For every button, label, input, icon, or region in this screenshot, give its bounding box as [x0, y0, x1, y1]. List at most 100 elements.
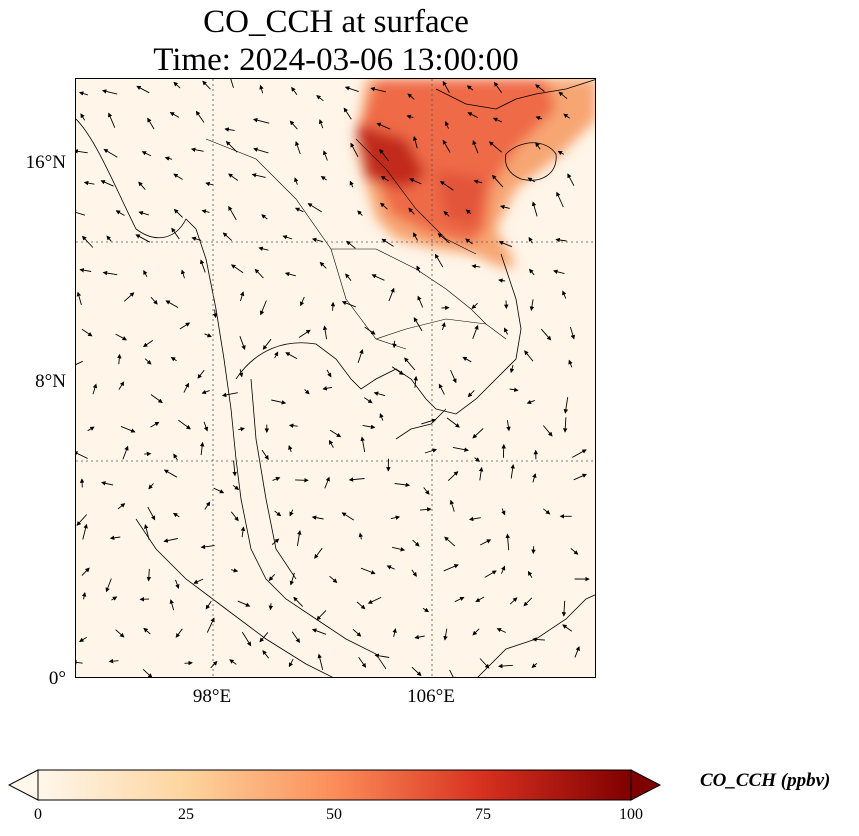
- wind-arrow: [212, 309, 218, 319]
- wind-arrow: [441, 322, 446, 331]
- wind-arrow: [170, 357, 177, 362]
- wind-arrow: [488, 141, 502, 153]
- wind-arrow: [352, 628, 362, 637]
- colorbar-tick-50: 50: [326, 806, 342, 823]
- wind-arrow: [471, 302, 478, 310]
- wind-arrow: [420, 507, 432, 512]
- wind-arrow: [444, 536, 456, 547]
- wind-arrow: [446, 417, 460, 428]
- wind-arrow: [529, 299, 535, 311]
- wind-arrow: [500, 204, 510, 210]
- wind-arrow: [144, 524, 150, 540]
- wind-arrow: [381, 238, 394, 247]
- wind-arrow: [115, 629, 125, 638]
- wind-arrow: [201, 209, 210, 214]
- wind-arrow: [118, 381, 125, 390]
- wind-arrow: [474, 457, 481, 462]
- wind-arrow: [404, 357, 416, 371]
- co-plume: [356, 79, 595, 269]
- colorbar-extend-high: [630, 769, 662, 801]
- wind-arrow: [467, 390, 475, 398]
- wind-arrow: [406, 114, 414, 120]
- wind-arrow: [259, 632, 269, 643]
- wind-arrow: [412, 136, 418, 149]
- colorbar: [8, 769, 662, 801]
- wind-arrow: [542, 425, 553, 437]
- wind-arrow: [298, 329, 311, 338]
- wind-arrow: [370, 86, 387, 93]
- wind-arrow: [341, 300, 356, 308]
- wind-arrow: [484, 570, 497, 578]
- wind-arrow: [562, 290, 567, 299]
- wind-arrow: [146, 568, 152, 582]
- wind-arrow: [197, 369, 205, 379]
- wind-arrow: [222, 232, 233, 241]
- wind-arrow: [142, 340, 154, 348]
- wind-arrow: [317, 653, 324, 671]
- wind-arrow: [142, 668, 153, 677]
- wind-arrow: [136, 85, 150, 94]
- wind-arrow: [294, 177, 299, 185]
- wind-arrow: [173, 208, 183, 218]
- wind-arrow: [411, 666, 422, 677]
- wind-arrow: [417, 295, 424, 308]
- wind-arrow: [80, 113, 86, 121]
- wind-arrow: [561, 600, 567, 617]
- wind-arrow: [394, 482, 411, 488]
- wind-arrow: [498, 240, 513, 248]
- wind-arrow: [471, 264, 481, 269]
- wind-arrow: [239, 336, 246, 351]
- wind-arrow: [523, 597, 533, 607]
- wind-arrow: [563, 397, 569, 414]
- wind-arrow: [562, 417, 568, 433]
- wind-arrow: [135, 234, 151, 243]
- wind-arrow: [479, 539, 492, 546]
- wind-arrow: [509, 387, 519, 392]
- wind-arrow: [509, 364, 515, 374]
- wind-arrow: [82, 523, 88, 540]
- wind-arrow: [555, 237, 567, 243]
- wind-arrow: [258, 246, 269, 251]
- wind-arrow: [510, 464, 515, 479]
- wind-arrow: [409, 178, 422, 185]
- wind-arrow: [391, 366, 404, 375]
- colorbar-extend-low: [8, 769, 39, 801]
- wind-arrow: [411, 569, 417, 577]
- wind-arrow: [205, 601, 212, 610]
- wind-arrow: [230, 511, 239, 522]
- lon-label-106e: 106°E: [407, 686, 455, 707]
- wind-arrow: [535, 84, 545, 92]
- wind-arrow: [289, 120, 298, 130]
- wind-arrow: [472, 140, 479, 154]
- lon-label-98e: 98°E: [192, 686, 232, 707]
- wind-arrow: [341, 512, 355, 521]
- wind-arrow: [288, 445, 293, 452]
- wind-arrow: [230, 568, 239, 573]
- wind-arrow: [509, 597, 518, 605]
- gridlines: [76, 79, 595, 677]
- wind-arrow: [115, 210, 125, 216]
- wind-arrow: [454, 596, 465, 603]
- wind-arrow: [496, 628, 506, 633]
- wind-arrow: [504, 327, 509, 335]
- wind-arrow: [421, 418, 437, 425]
- wind-arrow: [360, 567, 376, 575]
- coastlines: [76, 79, 595, 677]
- wind-arrow: [314, 547, 323, 559]
- wind-arrow: [163, 538, 178, 543]
- wind-arrow: [268, 603, 274, 611]
- wind-arrow: [557, 150, 565, 156]
- wind-arrow: [437, 233, 450, 244]
- wind-arrow: [183, 382, 189, 393]
- wind-arrow: [191, 236, 202, 241]
- wind-arrow: [175, 628, 183, 638]
- wind-arrow: [81, 567, 90, 576]
- wind-arrow: [117, 353, 122, 365]
- wind-arrow: [349, 180, 354, 188]
- wind-arrow: [379, 148, 389, 162]
- wind-arrow: [204, 333, 212, 338]
- wind-arrow: [199, 259, 206, 273]
- wind-arrow: [452, 446, 469, 452]
- wind-arrow: [528, 236, 533, 244]
- colorbar-tick-0: 0: [34, 806, 42, 823]
